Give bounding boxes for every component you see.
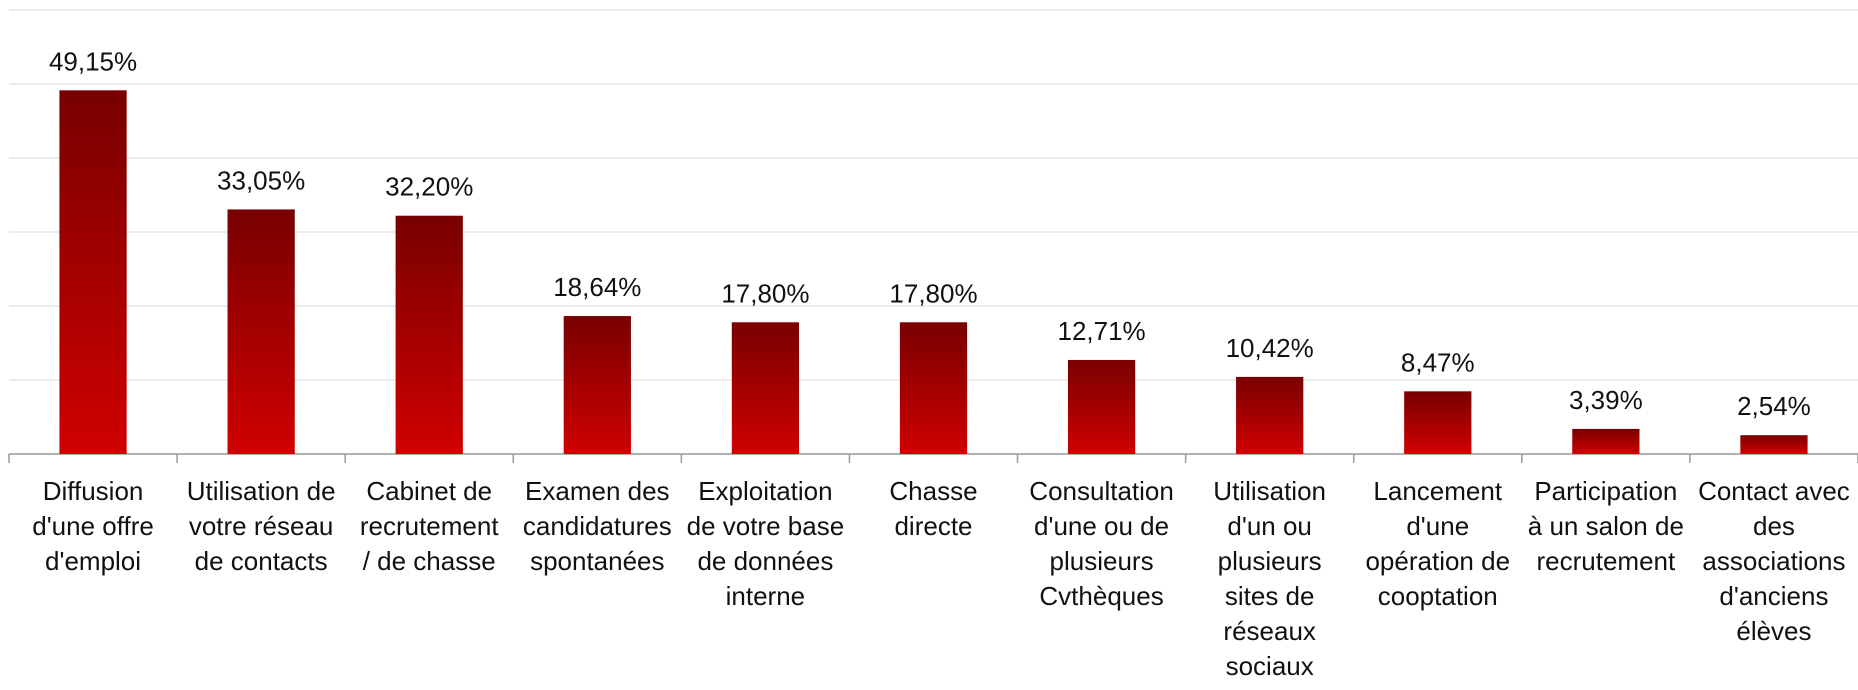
x-tick-label: Chasse directe xyxy=(889,476,978,541)
bar xyxy=(1067,359,1136,454)
bar xyxy=(563,316,631,454)
x-tick-label: Consultation d'une ou de plusieurs Cvthè… xyxy=(1029,476,1174,611)
value-label: 49,15% xyxy=(49,46,137,76)
value-label: 33,05% xyxy=(217,165,305,195)
x-tick-label: Contact avec des associations d'anciens … xyxy=(1698,476,1850,646)
x-tick-label: Utilisation d'un ou plusieurs sites de r… xyxy=(1213,476,1327,681)
bar xyxy=(395,215,463,454)
bar xyxy=(1404,391,1472,454)
bar xyxy=(1740,435,1808,454)
x-tick-label: Cabinet de recrutement / de chasse xyxy=(359,476,499,576)
value-label: 2,54% xyxy=(1737,391,1811,421)
x-tick-label: Exploitation de votre base de données in… xyxy=(686,476,845,611)
value-label: 10,42% xyxy=(1226,333,1314,363)
bar xyxy=(59,90,127,454)
x-tick-label: Examen des candidatures spontanées xyxy=(522,476,672,576)
bar xyxy=(899,322,968,454)
value-label: 8,47% xyxy=(1401,347,1475,377)
x-tick-label: Diffusion d'une offre d'emploi xyxy=(32,476,154,576)
bar xyxy=(1572,428,1640,454)
value-label: 3,39% xyxy=(1569,385,1643,415)
bar xyxy=(227,209,295,454)
value-label: 32,20% xyxy=(385,172,473,202)
value-label: 17,80% xyxy=(889,278,977,308)
value-label: 12,71% xyxy=(1057,316,1145,346)
x-tick-label: Utilisation de votre réseau de contacts xyxy=(186,476,336,576)
value-label: 17,80% xyxy=(721,278,809,308)
x-tick-label: Lancement d'une opération de cooptation xyxy=(1365,476,1511,611)
x-tick-label: Participation à un salon de recrutement xyxy=(1527,476,1684,576)
bar xyxy=(1236,376,1304,454)
bar xyxy=(731,322,800,454)
value-label: 18,64% xyxy=(553,272,641,302)
